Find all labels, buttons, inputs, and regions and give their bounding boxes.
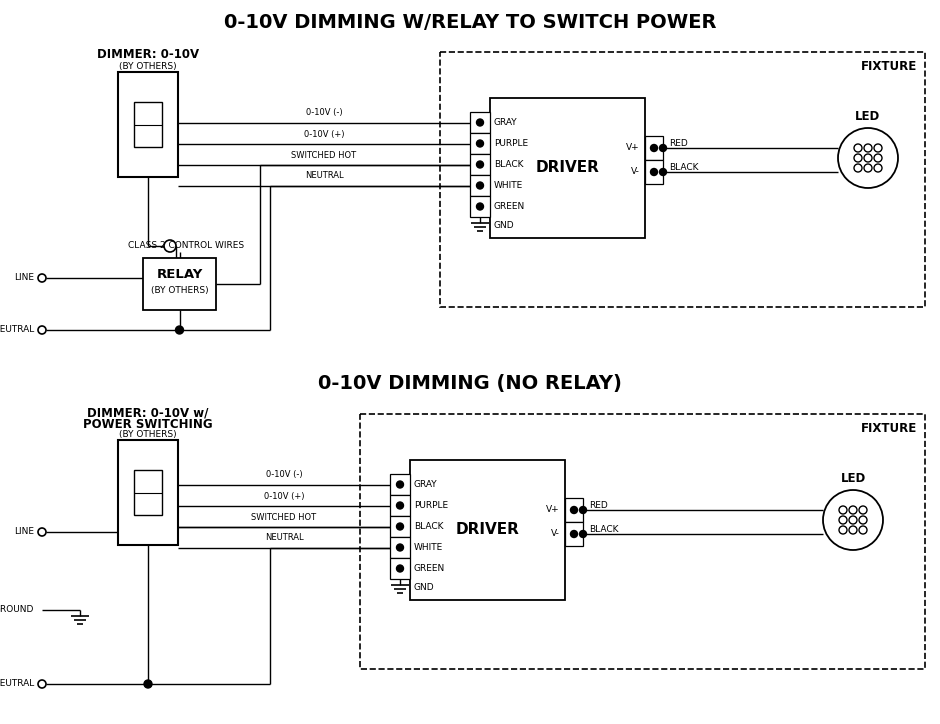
Circle shape bbox=[650, 145, 657, 151]
Bar bbox=[133, 471, 163, 515]
Text: WHITE: WHITE bbox=[494, 181, 524, 190]
Bar bbox=[470, 154, 490, 175]
Circle shape bbox=[144, 680, 152, 688]
Bar bbox=[645, 160, 663, 184]
Text: LED: LED bbox=[840, 471, 866, 484]
Text: 0-10V DIMMING W/RELAY TO SWITCH POWER: 0-10V DIMMING W/RELAY TO SWITCH POWER bbox=[224, 12, 716, 32]
Text: NEUTRAL: NEUTRAL bbox=[305, 172, 343, 180]
Text: GREEN: GREEN bbox=[414, 564, 446, 573]
Circle shape bbox=[660, 169, 666, 175]
Text: NEUTRAL: NEUTRAL bbox=[0, 326, 34, 334]
Text: 0-10V (-): 0-10V (-) bbox=[306, 109, 342, 117]
Text: WHITE: WHITE bbox=[414, 543, 444, 552]
Bar bbox=[470, 133, 490, 154]
Text: BLACK: BLACK bbox=[589, 524, 619, 534]
Text: (BY OTHERS): (BY OTHERS) bbox=[119, 62, 177, 70]
Circle shape bbox=[579, 531, 587, 537]
Circle shape bbox=[397, 565, 403, 572]
Circle shape bbox=[397, 481, 403, 488]
Circle shape bbox=[477, 182, 483, 189]
Text: RED: RED bbox=[669, 138, 688, 148]
Bar bbox=[390, 558, 410, 579]
Bar bbox=[118, 440, 178, 545]
Circle shape bbox=[477, 119, 483, 126]
Bar bbox=[390, 516, 410, 537]
Text: RED: RED bbox=[589, 500, 608, 510]
Bar bbox=[143, 258, 216, 310]
Circle shape bbox=[579, 507, 587, 513]
Text: V-: V- bbox=[631, 167, 640, 177]
Bar bbox=[470, 196, 490, 217]
Bar bbox=[470, 175, 490, 196]
Text: 0-10V (-): 0-10V (-) bbox=[266, 471, 303, 479]
Text: LED: LED bbox=[855, 109, 881, 122]
Bar bbox=[390, 537, 410, 558]
Text: SWITCHED HOT: SWITCHED HOT bbox=[251, 513, 317, 521]
Text: CLASS 2 CONTROL WIRES: CLASS 2 CONTROL WIRES bbox=[128, 242, 244, 251]
Text: PURPLE: PURPLE bbox=[494, 139, 528, 148]
Text: V+: V+ bbox=[546, 505, 560, 515]
Text: 0-10V (+): 0-10V (+) bbox=[304, 130, 344, 138]
Text: SWITCHED HOT: SWITCHED HOT bbox=[291, 151, 356, 159]
Circle shape bbox=[176, 326, 183, 334]
Text: GRAY: GRAY bbox=[494, 118, 518, 127]
Text: FIXTURE: FIXTURE bbox=[861, 421, 917, 434]
Text: RELAY: RELAY bbox=[156, 269, 203, 282]
Text: V-: V- bbox=[551, 529, 560, 539]
Bar bbox=[118, 72, 178, 177]
Bar bbox=[360, 414, 925, 669]
Bar bbox=[410, 460, 565, 600]
Circle shape bbox=[397, 523, 403, 530]
Text: PURPLE: PURPLE bbox=[414, 501, 448, 510]
Text: DIMMER: 0-10V: DIMMER: 0-10V bbox=[97, 49, 199, 62]
Circle shape bbox=[477, 140, 483, 147]
Text: GND: GND bbox=[494, 221, 514, 230]
Bar bbox=[133, 103, 163, 146]
Text: LINE: LINE bbox=[14, 528, 34, 536]
Bar bbox=[490, 98, 645, 238]
Text: GROUND: GROUND bbox=[0, 605, 34, 615]
Text: NEUTRAL: NEUTRAL bbox=[265, 534, 304, 542]
Text: DRIVER: DRIVER bbox=[456, 523, 520, 537]
Text: GREEN: GREEN bbox=[494, 202, 525, 211]
Text: POWER SWITCHING: POWER SWITCHING bbox=[83, 418, 212, 431]
Circle shape bbox=[571, 531, 577, 537]
Circle shape bbox=[397, 544, 403, 551]
Text: GRAY: GRAY bbox=[414, 480, 438, 489]
Bar bbox=[390, 495, 410, 516]
Text: BLACK: BLACK bbox=[414, 522, 444, 531]
Text: (BY OTHERS): (BY OTHERS) bbox=[150, 287, 209, 295]
Text: LINE: LINE bbox=[14, 274, 34, 282]
Text: V+: V+ bbox=[626, 143, 640, 153]
Bar bbox=[565, 498, 583, 522]
Text: 0-10V (+): 0-10V (+) bbox=[264, 492, 305, 500]
Bar bbox=[440, 52, 925, 307]
Text: 0-10V DIMMING (NO RELAY): 0-10V DIMMING (NO RELAY) bbox=[318, 374, 622, 394]
Text: FIXTURE: FIXTURE bbox=[861, 59, 917, 72]
Text: DIMMER: 0-10V w/: DIMMER: 0-10V w/ bbox=[87, 406, 209, 419]
Text: BLACK: BLACK bbox=[494, 160, 524, 169]
Text: NEUTRAL: NEUTRAL bbox=[0, 680, 34, 689]
Bar bbox=[390, 474, 410, 495]
Circle shape bbox=[571, 507, 577, 513]
Bar bbox=[645, 136, 663, 160]
Text: GND: GND bbox=[414, 583, 434, 592]
Text: DRIVER: DRIVER bbox=[536, 161, 600, 175]
Bar bbox=[565, 522, 583, 546]
Circle shape bbox=[477, 203, 483, 210]
Text: BLACK: BLACK bbox=[669, 162, 698, 172]
Circle shape bbox=[660, 145, 666, 151]
Circle shape bbox=[397, 502, 403, 509]
Circle shape bbox=[650, 169, 657, 175]
Circle shape bbox=[477, 161, 483, 168]
Text: (BY OTHERS): (BY OTHERS) bbox=[119, 431, 177, 439]
Bar bbox=[470, 112, 490, 133]
